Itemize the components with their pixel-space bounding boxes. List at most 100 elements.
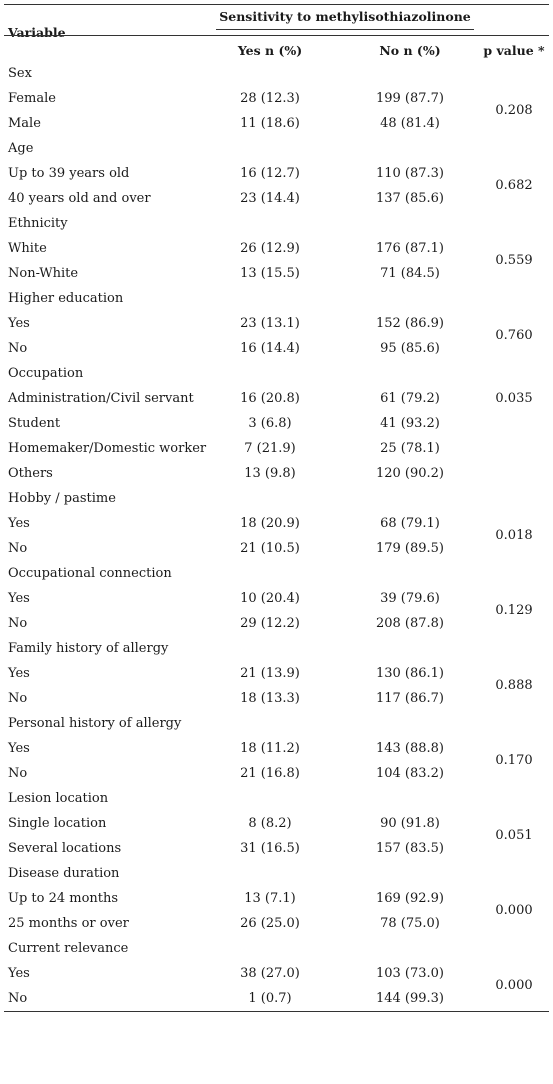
row-label: Yes — [8, 666, 30, 681]
row-label: Ethnicity — [8, 216, 68, 231]
yes-cell: 23 (13.1) — [240, 316, 300, 331]
row-label: Sex — [8, 66, 32, 81]
p-value-cell: 0.000 — [495, 903, 533, 918]
p-value-cell: 0.559 — [495, 253, 533, 268]
table-row: Hobby / pastime — [0, 486, 553, 511]
table-row: Yes 23 (13.1) 152 (86.9) — [0, 311, 553, 336]
no-cell: 169 (92.9) — [375, 891, 445, 906]
table-row: Personal history of allergy — [0, 711, 553, 736]
row-label: Family history of allergy — [8, 641, 169, 656]
no-cell: 90 (91.8) — [380, 816, 440, 831]
table-row: Ethnicity — [0, 211, 553, 236]
yes-cell: 13 (9.8) — [244, 466, 296, 481]
yes-cell: 16 (12.7) — [240, 166, 300, 181]
row-label: No — [8, 616, 28, 631]
table-row: Administration/Civil servant 16 (20.8) 61 … — [0, 386, 553, 411]
row-label: Higher education — [8, 291, 124, 306]
yes-cell: 3 (6.8) — [248, 416, 292, 431]
row-label: Personal history of allergy — [8, 716, 182, 731]
yes-cell: 13 (15.5) — [240, 266, 300, 281]
table-row: Non-White 13 (15.5) 71 (84.5) — [0, 261, 553, 286]
p-value-cell: 0.888 — [495, 678, 533, 693]
row-label: Yes — [8, 966, 30, 981]
table-row: Student 3 (6.8) 41 (93.2) — [0, 411, 553, 436]
no-cell: 120 (90.2) — [375, 466, 445, 481]
header-yes: Yes n (%) — [237, 43, 303, 58]
table-row: Others 13 (9.8) 120 (90.2) — [0, 461, 553, 486]
row-label: 25 months or over — [8, 916, 129, 931]
yes-cell: 16 (20.8) — [240, 391, 300, 406]
table-row: Sex — [0, 61, 553, 86]
table-row: No 21 (16.8) 104 (83.2) — [0, 761, 553, 786]
yes-cell: 38 (27.0) — [240, 966, 300, 981]
no-cell: 176 (87.1) — [375, 241, 445, 256]
yes-cell: 18 (20.9) — [240, 516, 300, 531]
table-row: Up to 39 years old 16 (12.7) 110 (87.3) — [0, 161, 553, 186]
yes-cell: 11 (18.6) — [240, 116, 300, 131]
no-cell: 152 (86.9) — [375, 316, 445, 331]
yes-cell: 31 (16.5) — [240, 841, 300, 856]
table-row: Occupation — [0, 361, 553, 386]
no-cell: 130 (86.1) — [375, 666, 445, 681]
row-label: Student — [8, 416, 61, 431]
yes-cell: 18 (13.3) — [240, 691, 300, 706]
table-row: No 29 (12.2) 208 (87.8) — [0, 611, 553, 636]
row-label: Up to 24 months — [8, 891, 119, 906]
no-cell: 78 (75.0) — [380, 916, 440, 931]
row-label: Age — [8, 141, 34, 156]
header-no: No n (%) — [379, 43, 441, 58]
row-label: Several locations — [8, 841, 122, 856]
table-row: Up to 24 months 13 (7.1) 169 (92.9) — [0, 886, 553, 911]
row-label: Others — [8, 466, 53, 481]
p-value-cell: 0.035 — [495, 390, 533, 406]
table-row: Family history of allergy — [0, 636, 553, 661]
yes-cell: 1 (0.7) — [248, 991, 292, 1006]
table-row: Male 11 (18.6) 48 (81.4) — [0, 111, 553, 136]
row-label: Male — [8, 116, 41, 131]
no-cell: 48 (81.4) — [380, 116, 440, 131]
header-p-value: p value * — [483, 43, 545, 58]
no-cell: 199 (87.7) — [375, 91, 445, 106]
row-label: Yes — [8, 741, 30, 756]
header-sensitivity-group: Sensitivity to methylisothiazolinone — [219, 9, 471, 24]
yes-cell: 26 (12.9) — [240, 241, 300, 256]
row-label: Disease duration — [8, 866, 120, 881]
table-row: Yes 10 (20.4) 39 (79.6) — [0, 586, 553, 611]
yes-cell: 7 (21.9) — [244, 441, 296, 456]
group-rule — [216, 29, 474, 30]
no-cell: 110 (87.3) — [375, 166, 445, 181]
p-value-cell: 0.051 — [495, 828, 533, 843]
table-row: No 16 (14.4) 95 (85.6) — [0, 336, 553, 361]
no-cell: 179 (89.5) — [375, 541, 445, 556]
row-label: Occupational connection — [8, 566, 172, 581]
p-value-cell: 0.682 — [495, 178, 533, 193]
p-value-cell: 0.170 — [495, 753, 533, 768]
p-value-cell: 0.760 — [495, 328, 533, 343]
no-cell: 157 (83.5) — [375, 841, 445, 856]
no-cell: 117 (86.7) — [375, 691, 445, 706]
no-cell: 104 (83.2) — [375, 766, 445, 781]
table-row: Current relevance — [0, 936, 553, 961]
no-cell: 143 (88.8) — [375, 741, 445, 756]
top-rule — [4, 4, 549, 5]
table-row: No 1 (0.7) 144 (99.3) — [0, 986, 553, 1011]
row-label: No — [8, 991, 28, 1006]
yes-cell: 10 (20.4) — [240, 591, 300, 606]
row-label: No — [8, 691, 28, 706]
row-label: No — [8, 541, 28, 556]
table-row: Several locations 31 (16.5) 157 (83.5) — [0, 836, 553, 861]
table-row: Yes 18 (20.9) 68 (79.1) — [0, 511, 553, 536]
table-row: 40 years old and over 23 (14.4) 137 (85.6) — [0, 186, 553, 211]
no-cell: 208 (87.8) — [375, 616, 445, 631]
yes-cell: 29 (12.2) — [240, 616, 300, 631]
table-row: Yes 18 (11.2) 143 (88.8) — [0, 736, 553, 761]
row-label: Occupation — [8, 366, 84, 381]
table-row: Yes 38 (27.0) 103 (73.0) — [0, 961, 553, 986]
no-cell: 41 (93.2) — [380, 416, 440, 431]
bottom-rule — [4, 1011, 549, 1012]
table-row: Lesion location — [0, 786, 553, 811]
row-label: Non-White — [8, 266, 79, 281]
row-label: No — [8, 341, 28, 356]
table-row: Homemaker/Domestic worker 7 (21.9) 25 (78.… — [0, 436, 553, 461]
table-row: Yes 21 (13.9) 130 (86.1) — [0, 661, 553, 686]
